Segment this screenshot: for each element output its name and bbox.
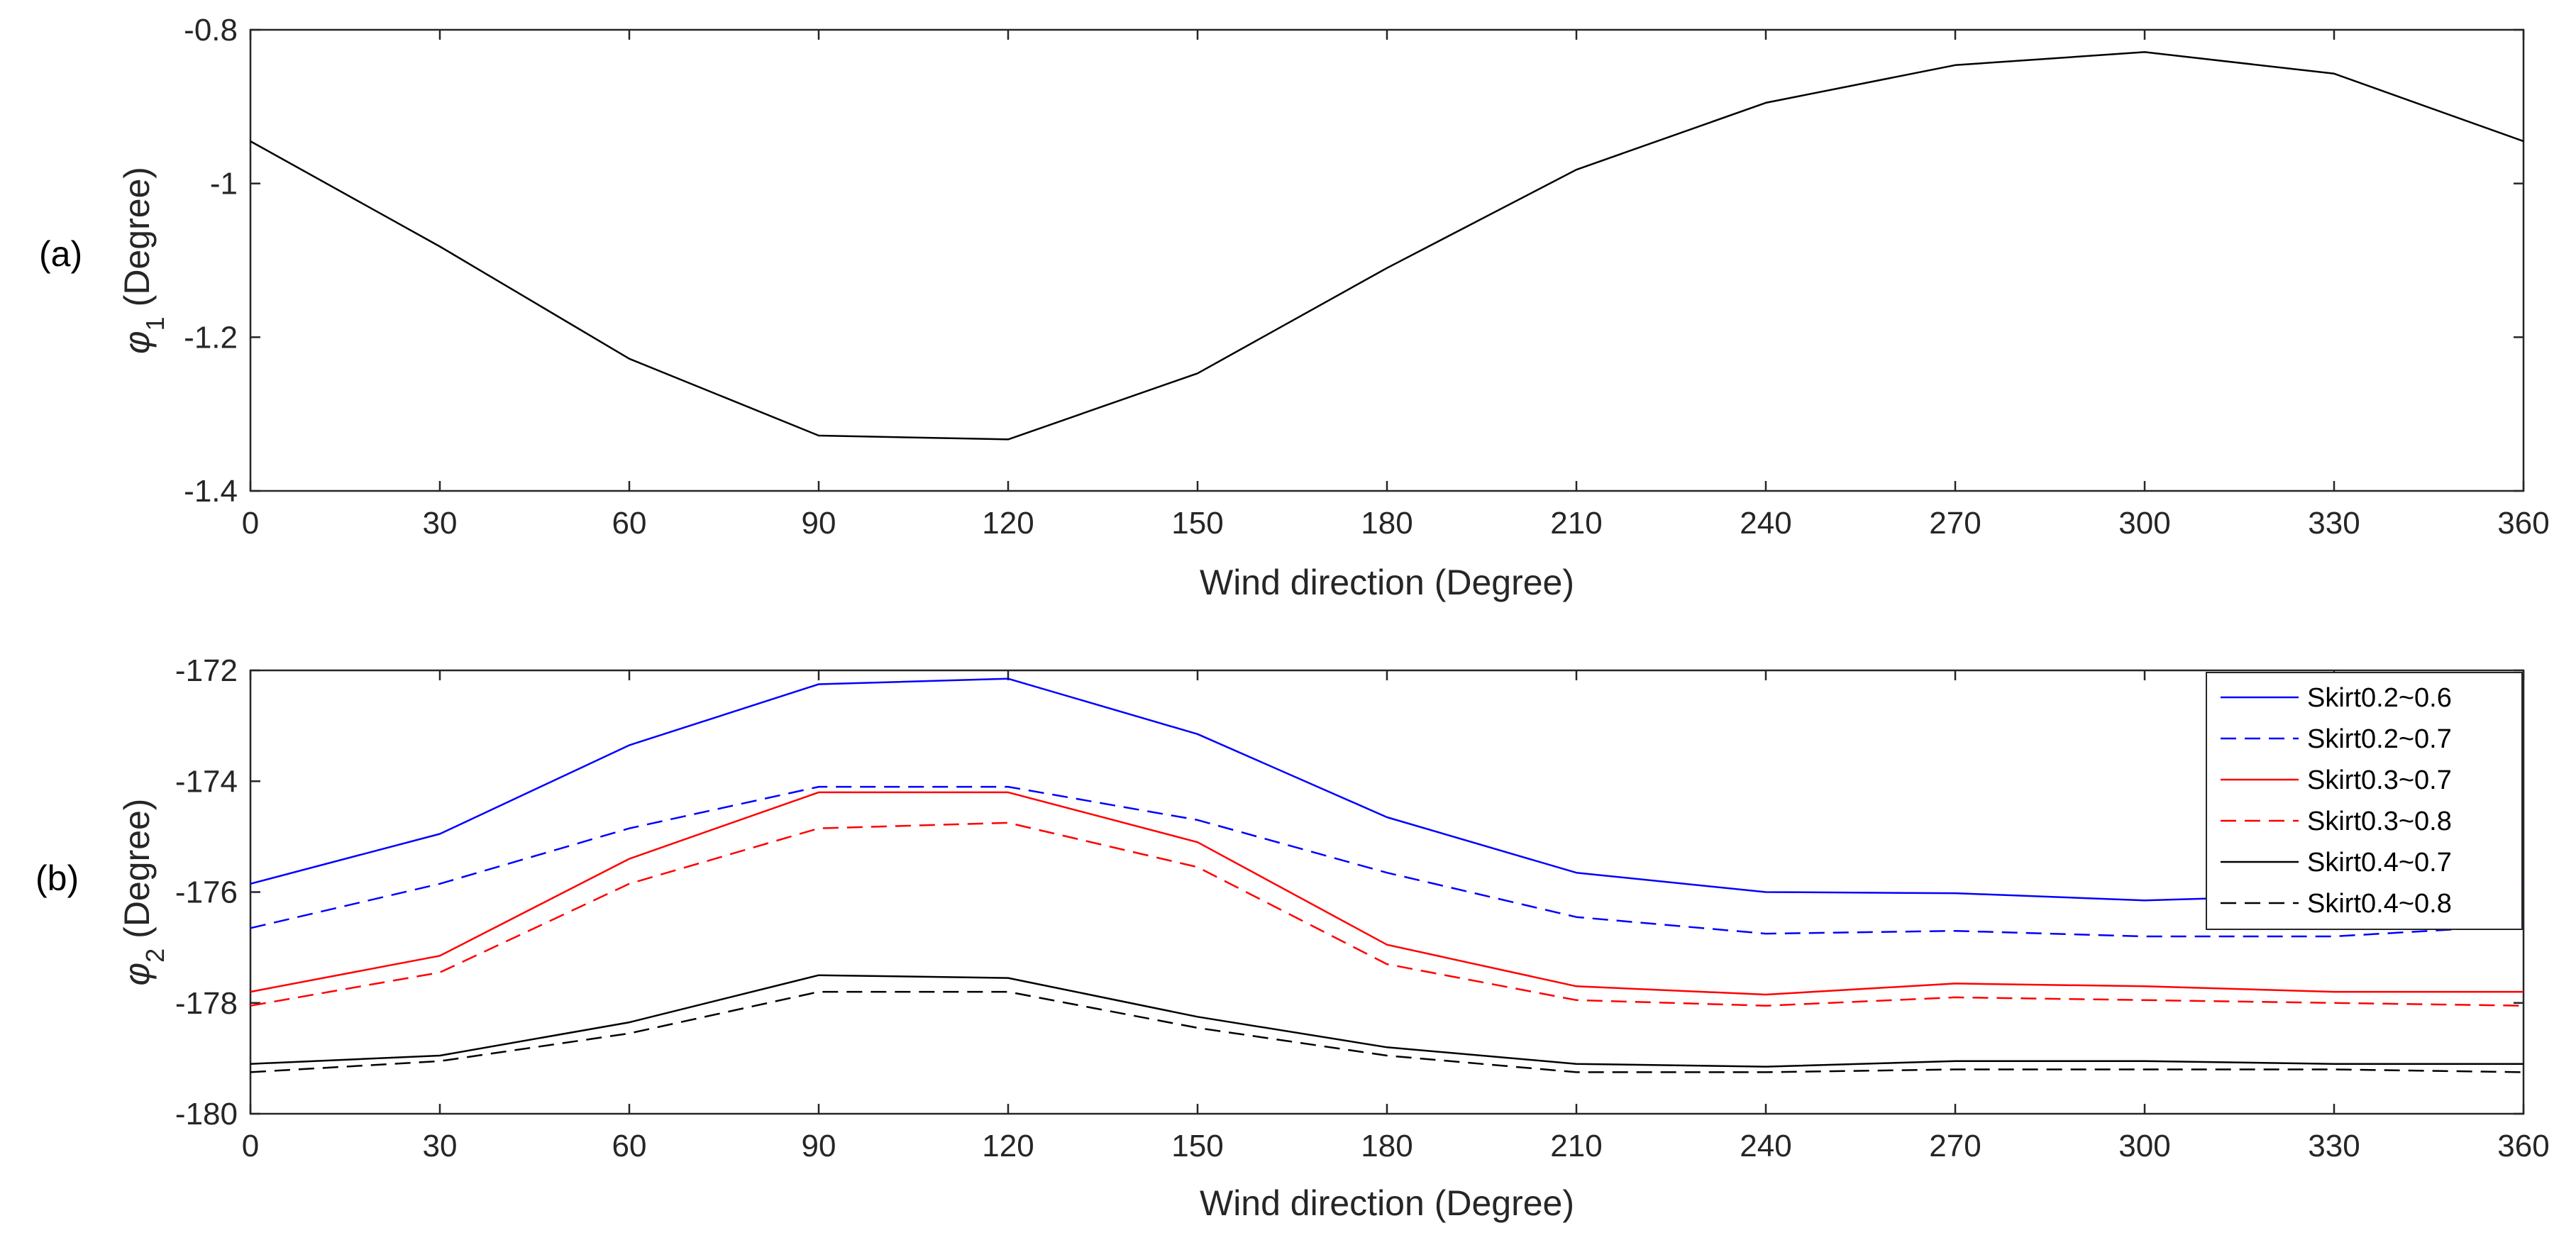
- x-tick-label: 240: [1740, 506, 1791, 541]
- series-line-Skirt0.3~0.8: [250, 821, 2524, 1007]
- x-tick-label: 270: [1929, 1129, 1981, 1163]
- series-line-Skirt0.2~0.7: [250, 785, 2524, 938]
- x-tick-label: 210: [1550, 506, 1602, 541]
- x-tick-label: 30: [423, 1129, 458, 1163]
- y-tick-label: -174: [175, 764, 238, 799]
- panel-a-chart: 0 30 60 90 120 150 180 210 240 270 300 330 360 -0.8 -1…: [39, 13, 2550, 602]
- x-tick-label: 30: [423, 506, 458, 541]
- legend-entry: Skirt0.2~0.7: [2307, 724, 2452, 754]
- x-tick-label: 150: [1171, 1129, 1223, 1163]
- y-axis-label-subscript: 2: [140, 948, 170, 963]
- series-line-Skirt0.2~0.6: [250, 677, 2524, 902]
- x-tick-label: 60: [612, 506, 647, 541]
- y-tick-label: -0.8: [184, 13, 238, 48]
- x-tick-label: 360: [2497, 506, 2549, 541]
- legend-box: [2206, 672, 2523, 930]
- y-tick-label: -176: [175, 875, 238, 910]
- y-axis-label: φ2 (Degree): [117, 799, 170, 986]
- y-axis-label: φ1 (Degree): [117, 167, 170, 354]
- x-tick-label: 120: [982, 506, 1034, 541]
- x-tick-label: 300: [2118, 1129, 2170, 1163]
- x-tick-label: 0: [242, 1129, 259, 1163]
- x-tick-label: 330: [2308, 1129, 2360, 1163]
- legend-entry: Skirt0.3~0.8: [2307, 807, 2452, 836]
- y-tick-label: -178: [175, 986, 238, 1021]
- y-axis-label-unit: (Degree): [117, 799, 157, 939]
- panel-label: (a): [39, 234, 82, 274]
- x-axis-label: Wind direction (Degree): [1200, 563, 1574, 602]
- legend: Skirt0.2~0.6 Skirt0.2~0.7 Skirt0.3~0.7 Skir…: [2206, 672, 2523, 930]
- y-tick-label: -180: [175, 1097, 238, 1131]
- y-tick-label: -1.4: [184, 474, 238, 509]
- x-tick-label: 0: [242, 506, 259, 541]
- y-tick-label: -1.2: [184, 320, 238, 355]
- y-axis-label-unit: (Degree): [117, 167, 157, 306]
- y-axis-label-symbol: φ: [117, 331, 157, 354]
- x-tick-label: 300: [2118, 506, 2170, 541]
- series-line-phi1: [250, 51, 2524, 441]
- x-tick-label: 180: [1361, 1129, 1413, 1163]
- series-line-Skirt0.3~0.7: [250, 791, 2524, 996]
- x-tick-label: 240: [1740, 1129, 1791, 1163]
- x-tick-label: 150: [1171, 506, 1223, 541]
- series-line-Skirt0.4~0.8: [250, 990, 2524, 1073]
- legend-entry: Skirt0.3~0.7: [2307, 765, 2452, 795]
- x-tick-label: 180: [1361, 506, 1413, 541]
- x-tick-label: 90: [802, 506, 836, 541]
- y-axis-label-symbol: φ: [117, 963, 157, 986]
- panel-label: (b): [35, 858, 79, 898]
- x-tick-label: 60: [612, 1129, 647, 1163]
- x-tick-label: 330: [2308, 506, 2360, 541]
- x-axis-label: Wind direction (Degree): [1200, 1183, 1574, 1223]
- y-tick-label: -1: [210, 167, 238, 201]
- x-tick-label: 120: [982, 1129, 1034, 1163]
- legend-entry: Skirt0.2~0.6: [2307, 683, 2452, 713]
- legend-entry: Skirt0.4~0.7: [2307, 848, 2452, 878]
- x-tick-label: 210: [1550, 1129, 1602, 1163]
- x-tick-label: 90: [802, 1129, 836, 1163]
- panel-b-chart: 0 30 60 90 120 150 180 210 240 270 300 330 360 -172 -1…: [35, 653, 2550, 1223]
- series-line-Skirt0.4~0.7: [250, 974, 2524, 1068]
- legend-entry: Skirt0.4~0.8: [2307, 889, 2452, 919]
- x-tick-label: 270: [1929, 506, 1981, 541]
- x-tick-label: 360: [2497, 1129, 2549, 1163]
- y-axis-label-subscript: 1: [140, 316, 170, 331]
- y-tick-label: -172: [175, 653, 238, 688]
